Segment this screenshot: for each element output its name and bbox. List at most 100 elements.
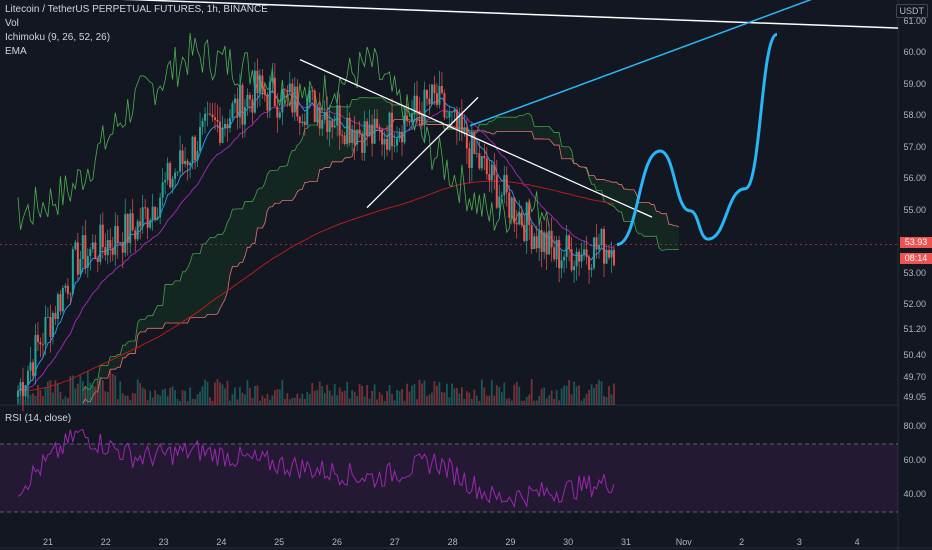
volume-bar bbox=[358, 383, 361, 405]
candle-body bbox=[194, 136, 197, 161]
volume-bar bbox=[79, 375, 82, 405]
candle-body bbox=[243, 106, 246, 125]
volume-bar bbox=[381, 394, 383, 405]
candle-body bbox=[363, 121, 366, 153]
volume-bar bbox=[523, 400, 526, 405]
volume-bar bbox=[89, 382, 92, 405]
candle-body bbox=[199, 126, 202, 151]
volume-bar bbox=[550, 390, 553, 405]
candle-body bbox=[308, 90, 311, 103]
volume-bar bbox=[433, 381, 436, 405]
candle-body bbox=[423, 89, 426, 126]
volume-bar bbox=[159, 395, 162, 405]
volume-bar bbox=[485, 395, 488, 405]
volume-bar bbox=[84, 386, 87, 405]
candle-body bbox=[510, 197, 513, 218]
candle-body bbox=[478, 153, 481, 169]
candle-body bbox=[174, 172, 177, 179]
volume-bar bbox=[236, 399, 239, 405]
candle-body bbox=[548, 230, 551, 255]
candle-body bbox=[555, 239, 558, 260]
rsi-band-fill bbox=[0, 444, 898, 512]
volume-bar bbox=[590, 384, 593, 405]
candle-body bbox=[331, 120, 334, 128]
rsi-legend[interactable]: RSI (14, close) bbox=[5, 413, 72, 424]
volume-bar bbox=[239, 387, 241, 405]
volume-bar bbox=[114, 375, 117, 405]
candle-body bbox=[301, 121, 304, 123]
volume-bar bbox=[64, 396, 67, 405]
volume-bar bbox=[478, 400, 481, 405]
volume-bar bbox=[179, 400, 181, 405]
volume-bar bbox=[368, 398, 371, 405]
volume-bar bbox=[416, 399, 418, 405]
symbol-title[interactable]: Litecoin / TetherUS PERPETUAL FUTURES, 1… bbox=[5, 4, 268, 15]
time-tick-label: 26 bbox=[331, 537, 343, 547]
volume-bar bbox=[189, 387, 191, 405]
candle-body bbox=[171, 178, 174, 188]
currency-selector[interactable]: USDT bbox=[895, 4, 928, 18]
volume-bar bbox=[186, 400, 189, 405]
candle-body bbox=[598, 244, 601, 250]
volume-bar bbox=[201, 386, 204, 405]
volume-bar bbox=[211, 400, 214, 405]
volume-bar bbox=[254, 386, 256, 405]
volume-bar bbox=[121, 393, 124, 405]
candle-body bbox=[201, 120, 204, 127]
candle-body bbox=[346, 117, 349, 145]
candle-body bbox=[248, 94, 251, 100]
rsi-line bbox=[17, 429, 615, 509]
candle-body bbox=[558, 239, 561, 269]
candle-body bbox=[336, 105, 339, 126]
candle-body bbox=[214, 117, 217, 120]
candle-body bbox=[144, 207, 147, 209]
chart-legend: Litecoin / TetherUS PERPETUAL FUTURES, 1… bbox=[5, 3, 268, 59]
volume-bar bbox=[428, 394, 431, 405]
ichimoku-indicator-label[interactable]: Ichimoku (9, 26, 52, 26) bbox=[5, 32, 111, 43]
volume-bar bbox=[423, 380, 426, 405]
volume-bar bbox=[538, 396, 541, 405]
time-tick-label: 24 bbox=[216, 537, 227, 547]
candle-body bbox=[458, 113, 461, 130]
candle-body bbox=[288, 83, 291, 93]
volume-bar bbox=[171, 386, 174, 405]
volume-bar bbox=[386, 391, 388, 405]
candle-body bbox=[263, 88, 266, 95]
candle-body bbox=[443, 93, 446, 118]
candle-body bbox=[368, 124, 371, 137]
candle-body bbox=[328, 120, 331, 132]
candle-body bbox=[189, 162, 192, 166]
volume-bar bbox=[154, 390, 157, 405]
candle-body bbox=[500, 195, 503, 197]
candle-body bbox=[273, 77, 276, 107]
volume-bar bbox=[234, 387, 236, 405]
candle-body bbox=[463, 127, 466, 133]
candle-body bbox=[593, 237, 596, 268]
volume-bar bbox=[141, 387, 144, 405]
candle-body bbox=[89, 249, 92, 257]
candle-body bbox=[271, 77, 274, 82]
candle-body bbox=[565, 235, 568, 257]
volume-bar bbox=[224, 388, 226, 405]
volume-bar bbox=[181, 390, 184, 405]
volume-bar bbox=[348, 398, 351, 405]
volume-indicator-label[interactable]: Vol bbox=[5, 18, 19, 29]
ema-indicator-label[interactable]: EMA bbox=[5, 46, 27, 57]
volume-bar bbox=[333, 383, 336, 405]
candle-body bbox=[420, 113, 423, 126]
volume-bar bbox=[438, 381, 441, 405]
volume-bar bbox=[568, 380, 571, 405]
candle-body bbox=[448, 111, 451, 118]
volume-bar bbox=[533, 400, 536, 405]
volume-bar bbox=[318, 381, 321, 405]
volume-bar bbox=[515, 381, 518, 405]
volume-bar bbox=[343, 390, 346, 405]
volume-bar bbox=[219, 382, 221, 405]
candle-body bbox=[361, 133, 364, 153]
price-tick-label: 60.00 bbox=[903, 47, 926, 58]
volume-bar bbox=[221, 384, 224, 405]
candle-body bbox=[233, 98, 236, 104]
volume-bar bbox=[540, 388, 543, 405]
